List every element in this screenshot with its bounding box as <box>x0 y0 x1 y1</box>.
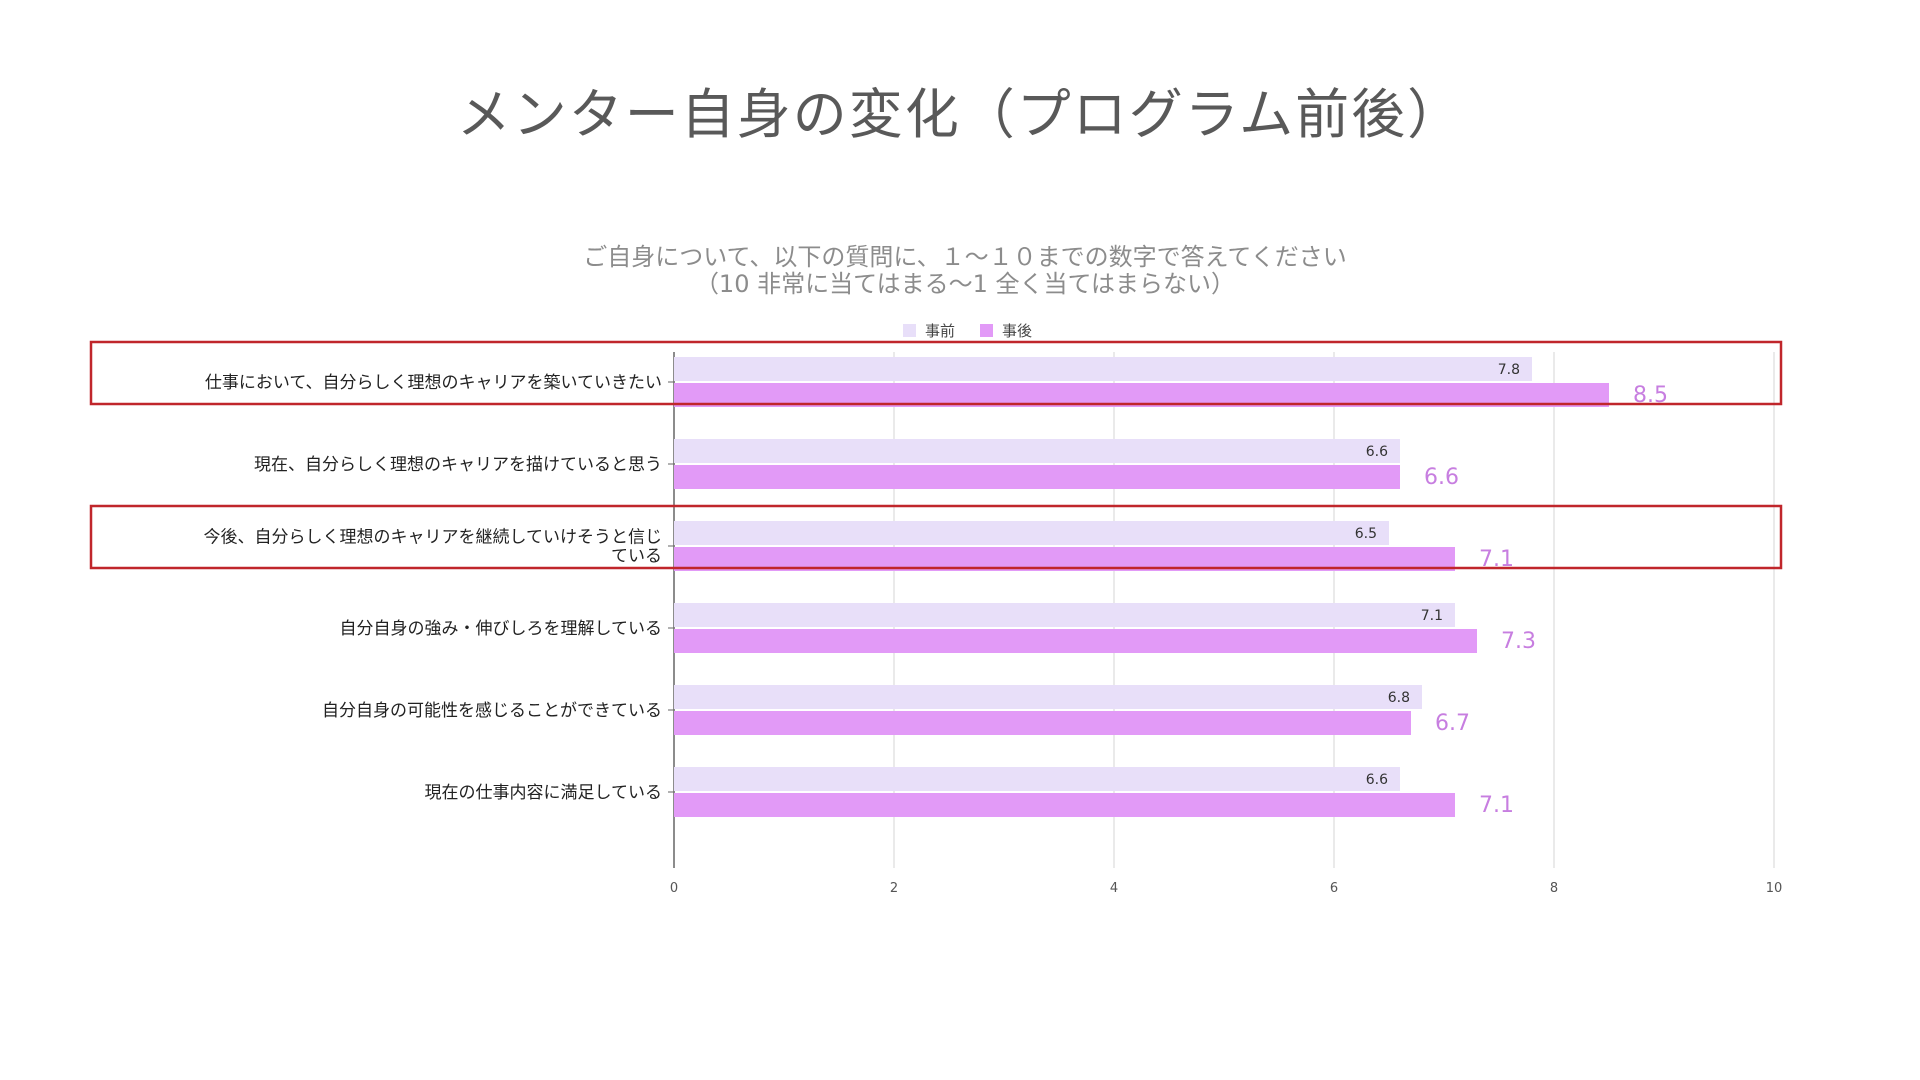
bar-before <box>674 685 1422 709</box>
data-label-before: 6.5 <box>1355 526 1377 542</box>
data-label-after: 7.1 <box>1479 793 1514 818</box>
category-label: ている <box>611 547 662 567</box>
category-label: 現在の仕事内容に満足している <box>425 783 663 803</box>
legend-swatch-before <box>903 324 916 337</box>
category-label: 現在、自分らしく理想のキャリアを描けていると思う <box>254 455 662 475</box>
data-label-before: 6.6 <box>1366 444 1388 460</box>
x-tick-label: 4 <box>1110 881 1118 896</box>
legend-swatch-after <box>980 324 993 337</box>
highlight-box <box>89 504 1783 570</box>
chart-subtitle: （10 非常に当てはまる〜1 全く当てはまらない） <box>695 270 1235 298</box>
x-tick-label: 8 <box>1550 881 1558 896</box>
category-label: 仕事において、自分らしく理想のキャリアを築いていきたい <box>205 373 662 393</box>
x-axis-ticks: 0 2 4 6 8 10 <box>670 881 1782 896</box>
data-label-after: 6.7 <box>1435 711 1470 736</box>
legend-label-after: 事後 <box>1002 322 1032 340</box>
x-tick-label: 2 <box>890 881 898 896</box>
slide-title: メンター自身の変化（プログラム前後） <box>456 83 1464 146</box>
data-label-after: 7.3 <box>1501 629 1536 654</box>
bar-before <box>674 767 1400 791</box>
data-label-after: 6.6 <box>1424 465 1459 490</box>
category-label: 自分自身の可能性を感じることができている <box>322 701 662 721</box>
x-tick-label: 10 <box>1766 881 1783 896</box>
bar-before <box>674 521 1389 545</box>
bar-after <box>674 793 1455 817</box>
bar-after <box>674 711 1411 735</box>
bar-before <box>674 439 1400 463</box>
highlight-boxes <box>89 340 1783 570</box>
legend-label-before: 事前 <box>925 322 955 340</box>
bars: 7.88.56.66.66.57.17.17.36.86.76.67.1 <box>674 357 1668 818</box>
bar-after <box>674 465 1400 489</box>
bar-after <box>674 629 1477 653</box>
data-label-before: 7.1 <box>1421 608 1443 624</box>
x-tick-label: 0 <box>670 881 678 896</box>
legend: 事前 事後 <box>903 322 1032 340</box>
bar-before <box>674 357 1532 381</box>
category-label: 自分自身の強み・伸びしろを理解している <box>340 619 663 639</box>
chart-title: ご自身について、以下の質問に、１〜１０までの数字で答えてください <box>583 243 1346 271</box>
highlight-box <box>89 340 1783 406</box>
category-labels: 仕事において、自分らしく理想のキャリアを築いていきたい現在、自分らしく理想のキャ… <box>204 373 663 803</box>
data-label-before: 6.6 <box>1366 772 1388 788</box>
data-label-before: 6.8 <box>1388 690 1410 706</box>
bar-before <box>674 603 1455 627</box>
x-tick-label: 6 <box>1330 881 1338 896</box>
data-label-before: 7.8 <box>1498 362 1520 378</box>
category-label: 今後、自分らしく理想のキャリアを継続していけそうと信じ <box>204 528 663 548</box>
